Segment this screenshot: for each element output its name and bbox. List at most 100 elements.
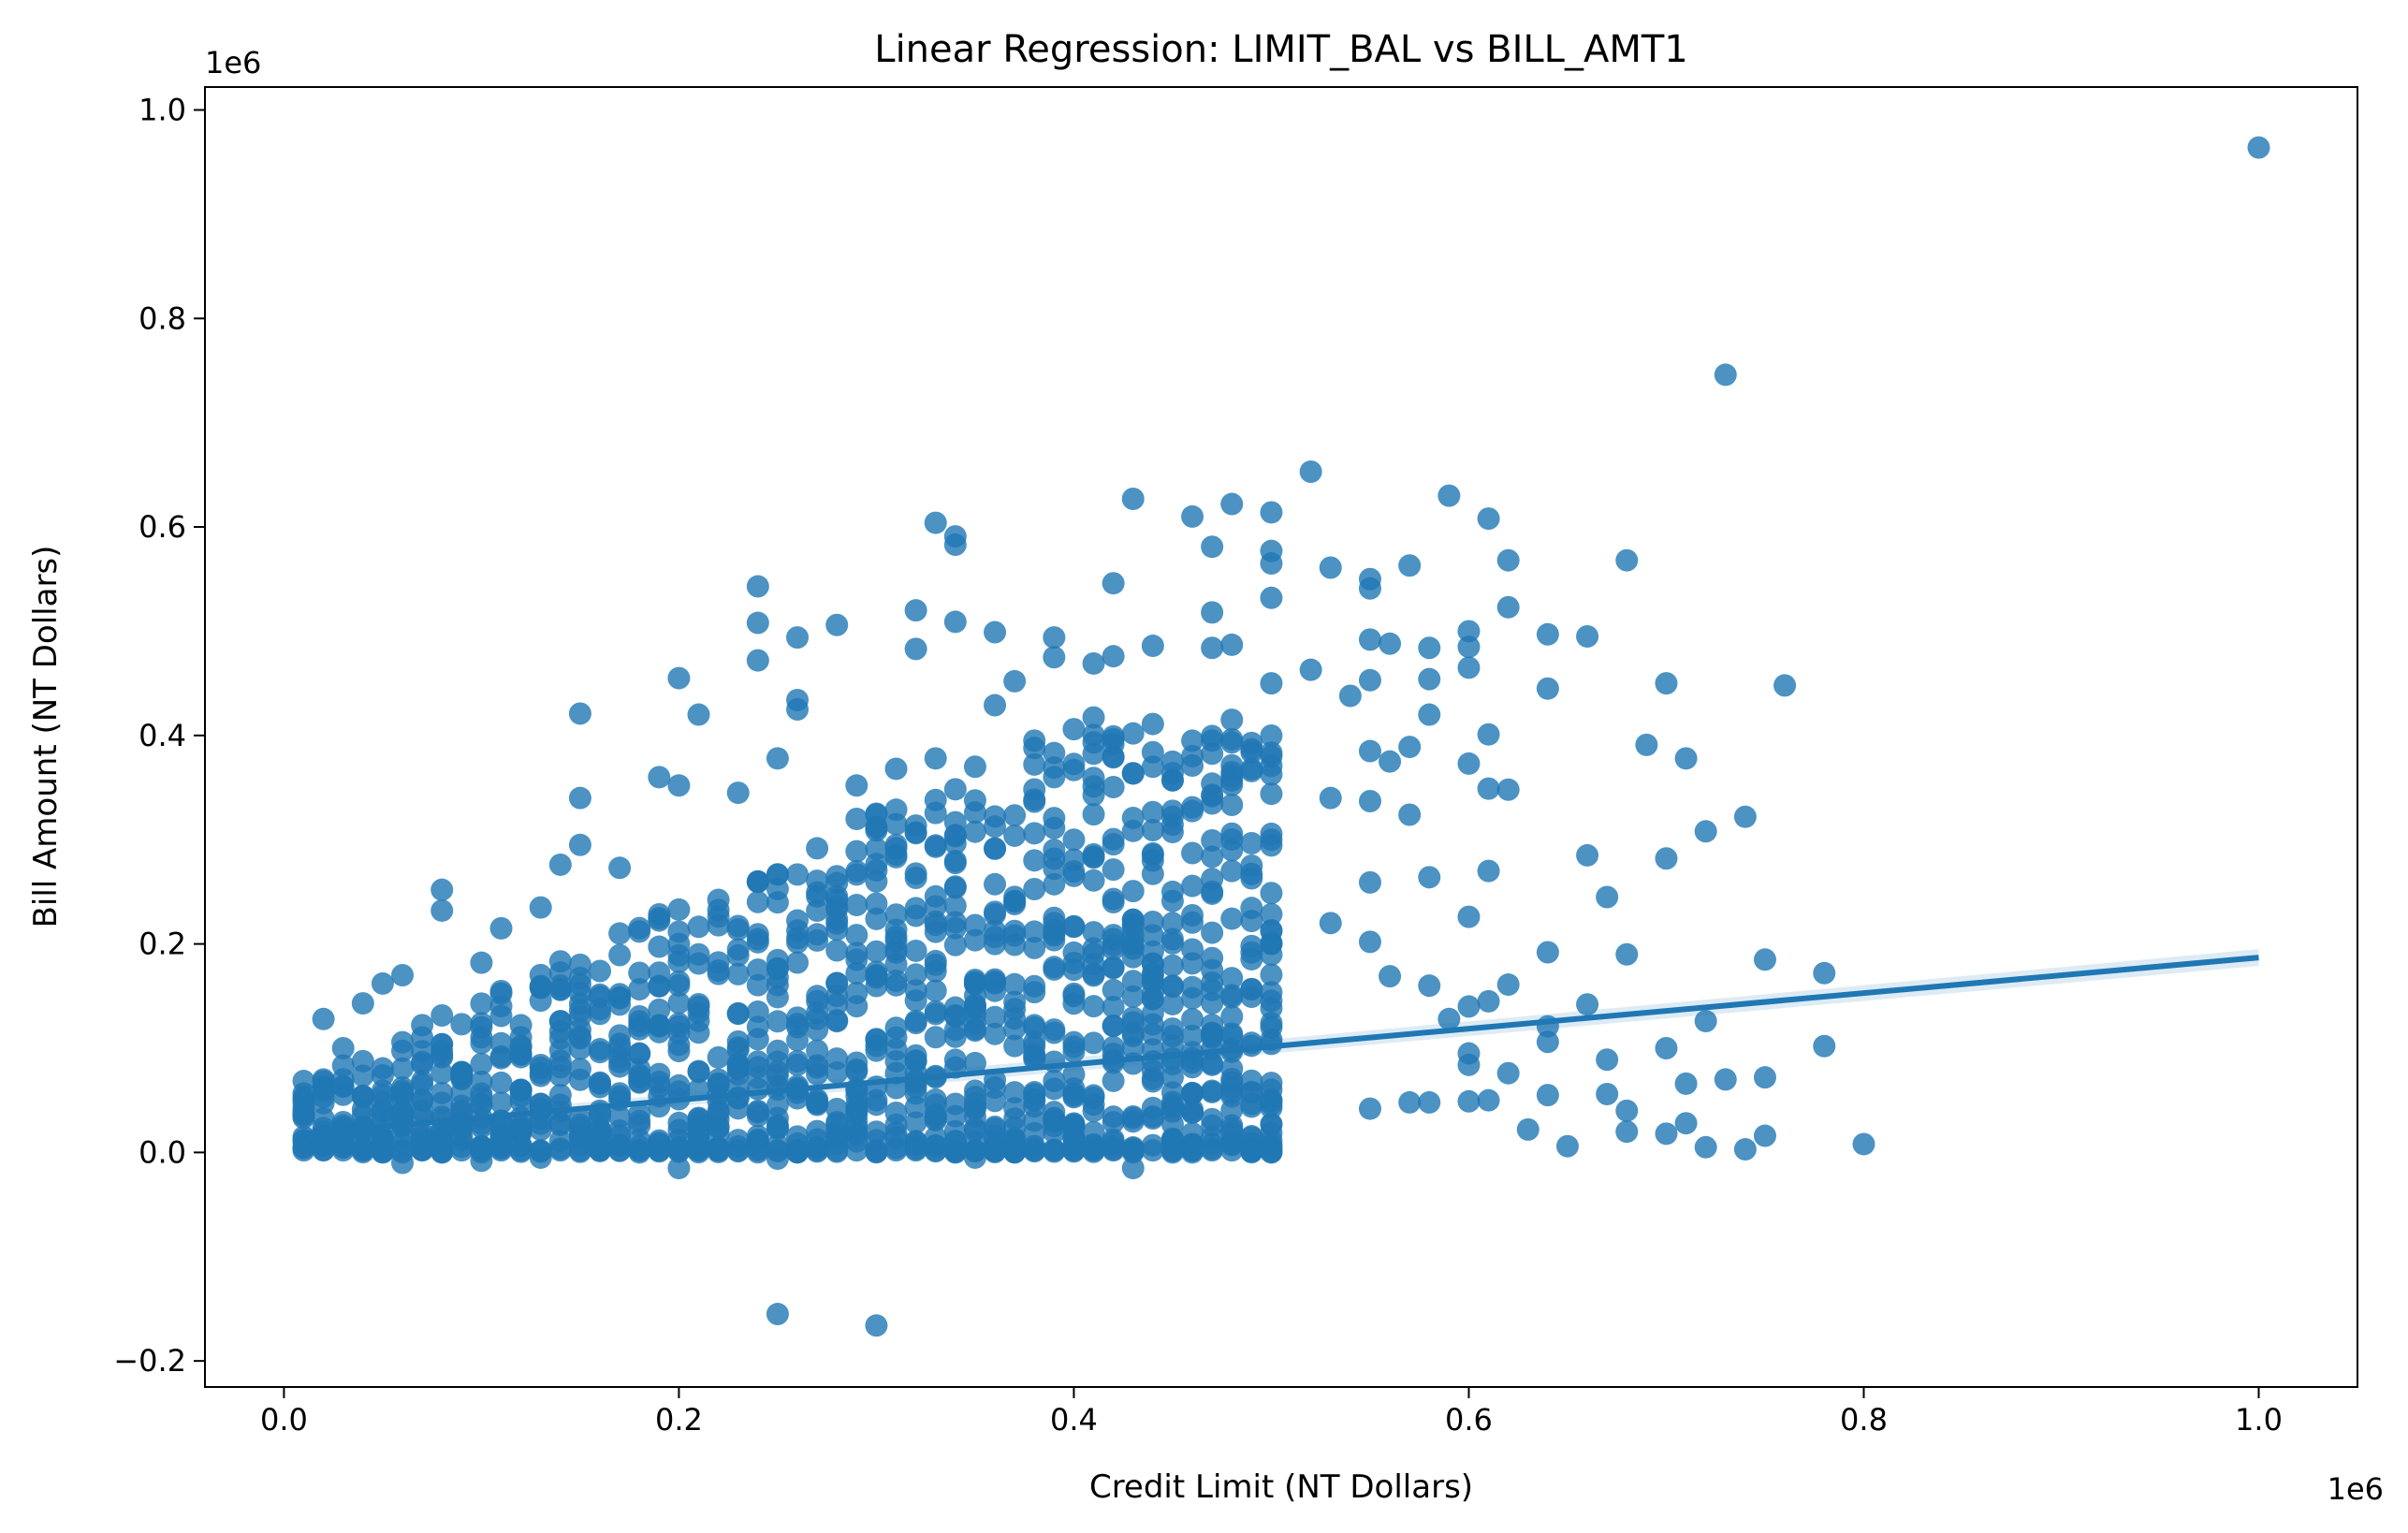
data-point <box>707 959 730 983</box>
data-point <box>1358 577 1381 600</box>
data-point <box>589 1117 612 1141</box>
data-point <box>1121 1157 1145 1180</box>
data-point <box>1102 887 1125 911</box>
data-point <box>806 1056 829 1079</box>
data-point <box>687 703 710 726</box>
data-point <box>726 1054 750 1077</box>
data-point <box>1220 986 1244 1009</box>
data-point <box>608 986 632 1009</box>
data-point <box>806 869 829 893</box>
data-point <box>1220 907 1244 930</box>
data-point <box>904 1049 927 1073</box>
plot-frame <box>204 86 2358 1388</box>
data-point <box>1358 668 1381 692</box>
x-tick-label: 0.6 <box>1445 1402 1493 1438</box>
data-point <box>766 1303 789 1326</box>
data-point <box>489 1046 513 1070</box>
data-point <box>786 1087 810 1110</box>
data-point <box>1062 1035 1086 1058</box>
data-point <box>806 923 829 946</box>
data-point <box>984 805 1007 828</box>
data-point <box>648 935 671 958</box>
data-point <box>984 1005 1007 1029</box>
data-point <box>1160 1033 1184 1057</box>
data-point <box>1398 1090 1422 1114</box>
data-point <box>1596 885 1619 909</box>
data-point <box>331 1139 355 1162</box>
data-point <box>1023 849 1046 872</box>
data-point <box>667 898 691 921</box>
y-tick-label: −0.2 <box>113 1343 186 1379</box>
data-point <box>1121 945 1145 969</box>
data-point <box>726 1139 750 1162</box>
data-point <box>1319 912 1342 935</box>
data-point <box>963 984 986 1007</box>
data-point <box>1141 740 1164 764</box>
data-point <box>489 1139 513 1162</box>
data-point <box>943 1119 967 1143</box>
data-point <box>608 1055 632 1078</box>
data-point <box>1319 786 1342 810</box>
data-point <box>1023 1083 1046 1106</box>
data-point <box>411 1121 434 1145</box>
data-point <box>1121 970 1145 993</box>
x-tick-label: 0.8 <box>1840 1402 1888 1438</box>
data-point <box>1023 1139 1046 1162</box>
x-axis-label: Credit Limit (NT Dollars) <box>1089 1468 1473 1506</box>
data-point <box>904 867 927 890</box>
data-point <box>1260 919 1283 942</box>
data-point <box>687 1118 710 1142</box>
data-point <box>1240 977 1263 1000</box>
data-point <box>825 1009 849 1032</box>
data-point <box>707 1102 730 1125</box>
data-point <box>1201 601 1224 624</box>
data-point <box>1260 782 1283 806</box>
data-point <box>1062 951 1086 974</box>
data-point <box>1003 890 1027 913</box>
data-point <box>1043 872 1066 896</box>
data-point <box>825 1139 849 1162</box>
data-point <box>904 637 927 661</box>
data-point <box>1418 703 1441 726</box>
data-point <box>943 610 967 634</box>
data-point <box>1160 813 1184 837</box>
x-tick-label: 0.2 <box>655 1402 703 1438</box>
data-point <box>1358 870 1381 894</box>
data-point <box>529 1139 552 1162</box>
data-point <box>1496 595 1520 619</box>
data-point <box>667 1012 691 1035</box>
data-point <box>884 757 908 781</box>
data-point <box>1003 804 1027 827</box>
data-point <box>1674 1072 1698 1095</box>
data-point <box>1220 822 1244 845</box>
data-point <box>1082 937 1105 960</box>
data-point <box>292 1091 315 1115</box>
data-point <box>1576 625 1599 649</box>
data-point <box>1240 757 1263 781</box>
data-point <box>548 950 572 973</box>
data-point <box>292 1139 315 1162</box>
data-point <box>1181 1139 1204 1162</box>
data-point <box>1457 620 1481 643</box>
data-point <box>1379 965 1402 988</box>
data-point <box>431 1091 454 1115</box>
data-point <box>1576 843 1599 867</box>
data-point <box>1023 974 1046 998</box>
data-point <box>648 974 671 998</box>
data-point <box>1141 1067 1164 1090</box>
data-point <box>1003 1139 1027 1162</box>
data-point <box>1358 1097 1381 1120</box>
data-point <box>648 766 671 789</box>
data-point <box>1102 1105 1125 1129</box>
data-point <box>568 1068 591 1091</box>
data-point <box>1201 1107 1224 1131</box>
data-point <box>924 913 947 937</box>
data-point <box>1260 989 1283 1013</box>
data-point <box>568 786 591 810</box>
data-point <box>746 649 769 672</box>
data-point <box>667 943 691 967</box>
data-point <box>984 1115 1007 1138</box>
data-point <box>865 816 888 840</box>
data-point <box>648 1139 671 1162</box>
data-point <box>746 890 769 913</box>
